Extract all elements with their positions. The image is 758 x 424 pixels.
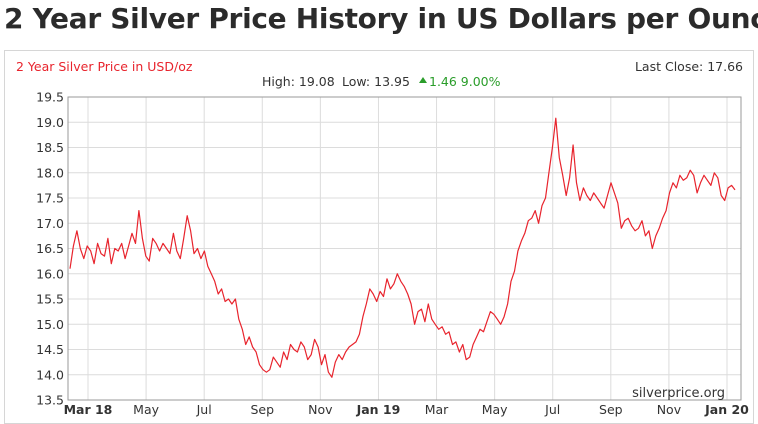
y-tick-label: 18.0 <box>36 165 64 180</box>
chart-panel: 2 Year Silver Price in USD/oz Last Close… <box>4 50 754 424</box>
y-tick-label: 17.0 <box>36 216 64 231</box>
x-tick-label: Mar 18 <box>64 402 113 417</box>
x-tick-label: May <box>133 402 159 417</box>
price-stats: High: 19.08 Low: 13.95 1.46 9.00% <box>262 74 501 89</box>
x-tick-label: Sep <box>599 402 623 417</box>
x-tick-label: Jul <box>196 402 212 417</box>
low-label: Low: 13.95 <box>342 74 410 89</box>
y-tick-label: 14.0 <box>36 367 64 382</box>
plot-area-border <box>67 96 742 401</box>
chart-title: 2 Year Silver Price in USD/oz <box>16 59 193 74</box>
y-tick-label: 19.0 <box>36 115 64 130</box>
last-close-label: Last Close: 17.66 <box>635 59 743 74</box>
page-title: 2 Year Silver Price History in US Dollar… <box>4 2 758 35</box>
watermark: silverprice.org <box>632 386 725 401</box>
silver-price-chart: 2 Year Silver Price in USD/oz Last Close… <box>16 59 750 417</box>
series-line-silver-price <box>69 117 736 378</box>
x-axis-ticks: Mar 18 May Jul Sep Nov Jan 19 Mar May Jul Sep Nov J… <box>64 402 750 417</box>
x-tick-label: Mar <box>425 402 449 417</box>
high-label: High: 19.08 <box>262 74 335 89</box>
y-tick-label: 15.5 <box>36 292 64 307</box>
y-axis-ticks: 19.5 19.0 18.5 18.0 17.5 17.0 16.5 16.0 15.5 15.0… <box>36 90 64 408</box>
y-tick-label: 18.5 <box>36 140 64 155</box>
y-tick-label: 13.5 <box>36 393 64 408</box>
y-tick-label: 16.0 <box>36 266 64 281</box>
x-tick-label: Jul <box>544 402 560 417</box>
x-tick-label: Nov <box>308 402 333 417</box>
y-tick-label: 16.5 <box>36 241 64 256</box>
x-tick-label: Jan 19 <box>356 402 401 417</box>
y-tick-label: 19.5 <box>36 90 64 105</box>
grid <box>68 97 741 400</box>
up-arrow-icon <box>419 77 427 83</box>
change-label: 1.46 9.00% <box>429 74 501 89</box>
x-tick-label: Sep <box>250 402 274 417</box>
y-tick-label: 15.0 <box>36 317 64 332</box>
y-tick-label: 17.5 <box>36 191 64 206</box>
x-tick-label: May <box>482 402 508 417</box>
x-tick-label: Nov <box>657 402 682 417</box>
y-tick-label: 14.5 <box>36 342 64 357</box>
x-tick-label: Jan 20 <box>704 402 749 417</box>
